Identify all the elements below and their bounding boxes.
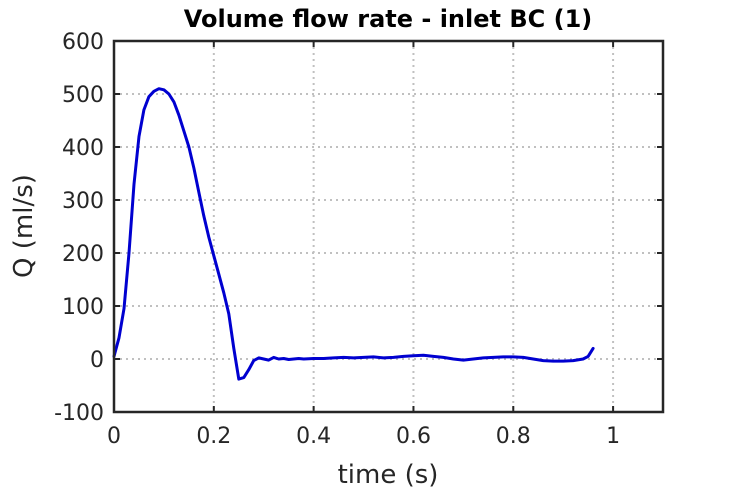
- x-tick-label: 0: [107, 424, 121, 449]
- x-tick-label: 0.6: [396, 424, 431, 449]
- y-tick-label: 300: [62, 189, 104, 214]
- y-tick-label: 600: [62, 30, 104, 55]
- x-axis-title: time (s): [338, 460, 439, 490]
- y-tick-label: 500: [62, 83, 104, 108]
- axes-frame: [112, 39, 665, 414]
- y-tick-label: 100: [62, 295, 104, 320]
- flow-rate-series-line: [112, 87, 595, 381]
- series-layer: [112, 87, 595, 381]
- y-tick-label: -100: [54, 401, 104, 426]
- y-tick-label: 0: [90, 348, 104, 373]
- plot-frame: [112, 39, 665, 414]
- y-tick-label: 200: [62, 242, 104, 267]
- x-tick-label: 0.4: [296, 424, 331, 449]
- x-tick-label: 0.8: [496, 424, 531, 449]
- x-tick-label: 0.2: [196, 424, 231, 449]
- y-axis-title: Q (ml/s): [9, 174, 39, 278]
- y-tick-label: 400: [62, 136, 104, 161]
- grid: [114, 41, 663, 412]
- chart-title: Volume flow rate - inlet BC (1): [184, 5, 593, 33]
- x-tick-label: 1: [606, 424, 620, 449]
